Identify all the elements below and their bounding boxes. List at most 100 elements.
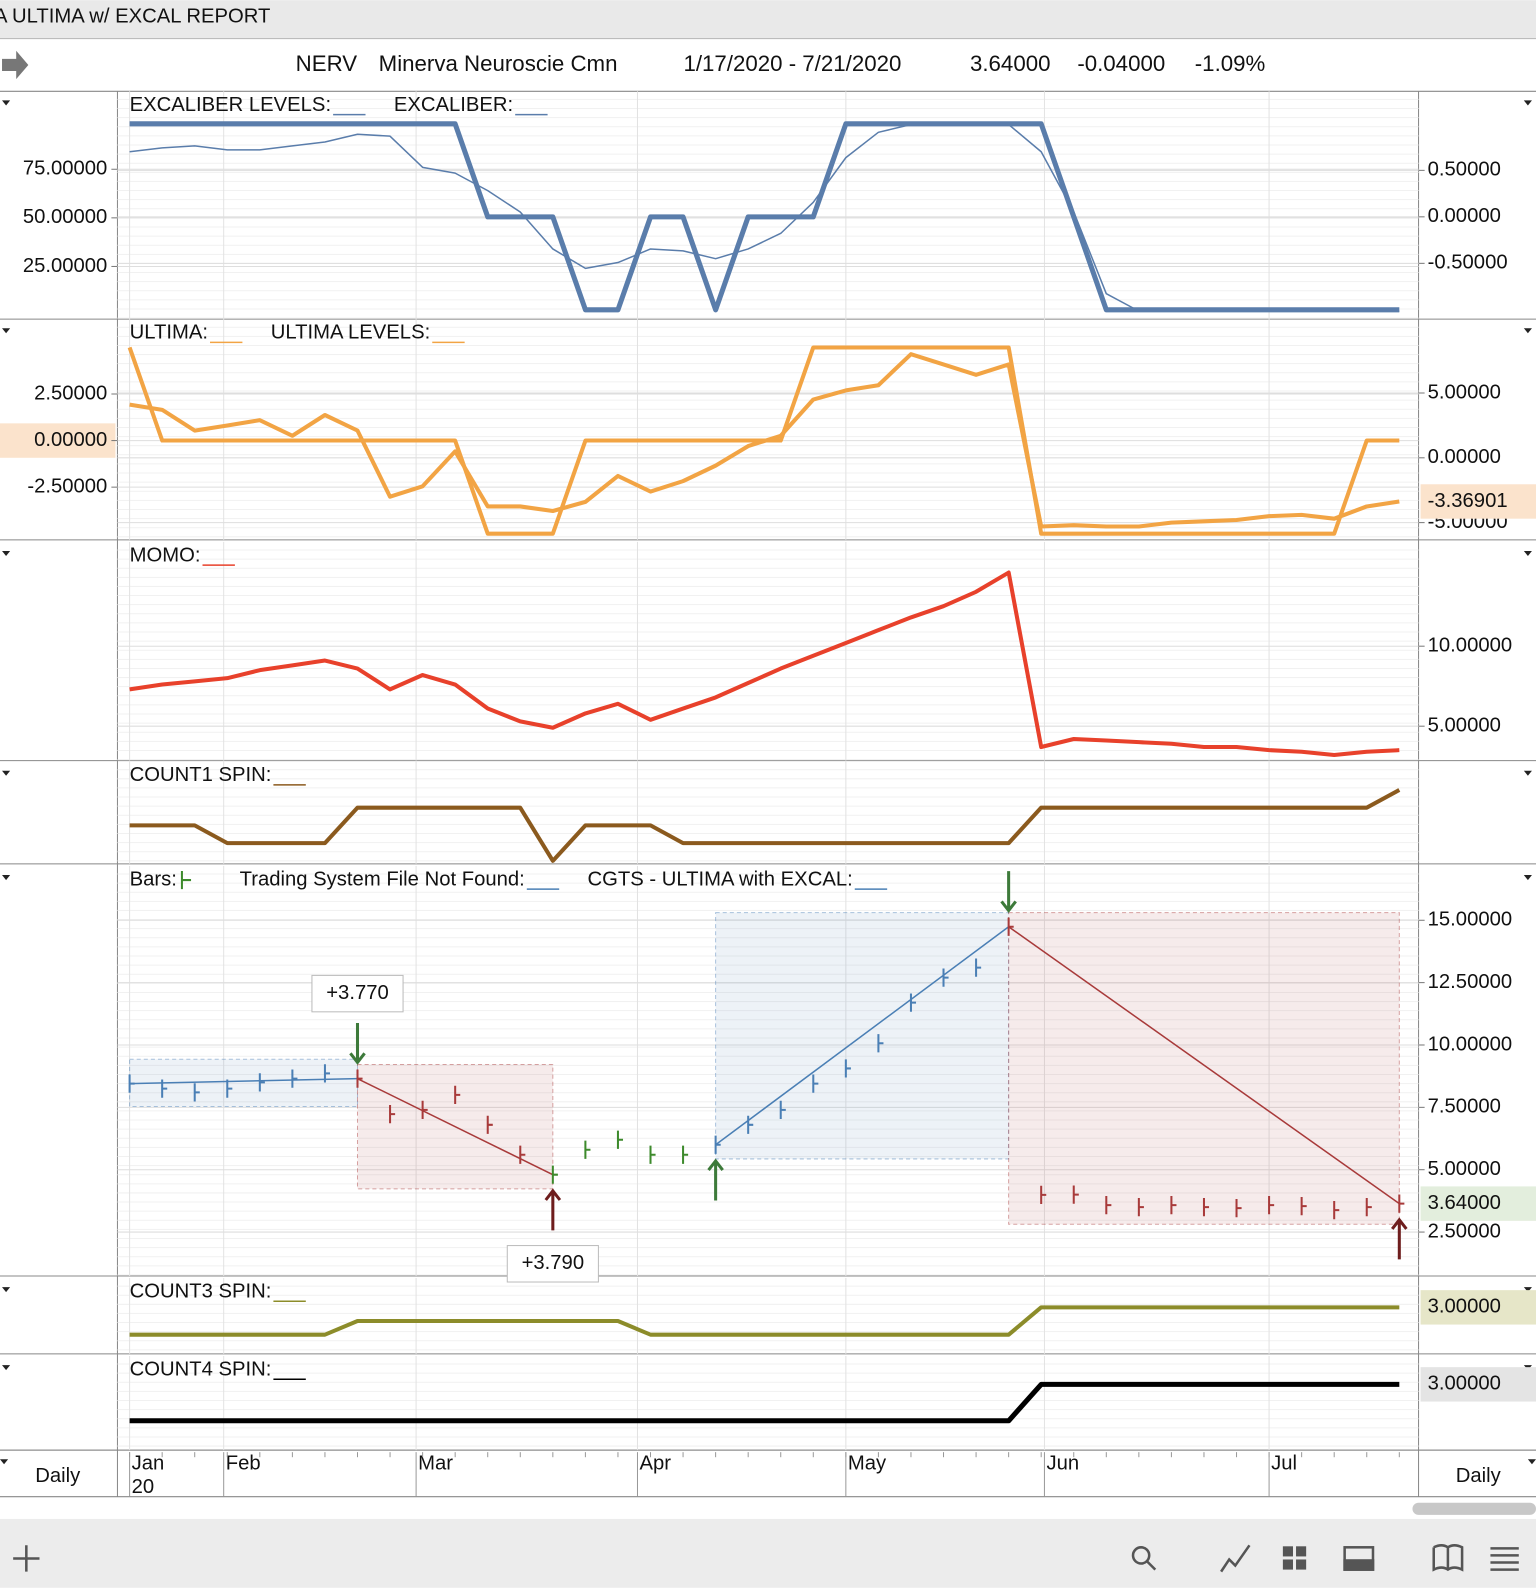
x-tick-label: Jun bbox=[1046, 1453, 1079, 1475]
x-tick-label: Feb bbox=[226, 1453, 261, 1475]
legend-label: COUNT4 SPIN: bbox=[130, 1358, 272, 1380]
last-value-label: 3.64000 bbox=[1428, 1192, 1501, 1214]
price-bar bbox=[942, 968, 949, 987]
y-tick-label: 75.00000 bbox=[23, 158, 107, 180]
y-tick-label: 25.00000 bbox=[23, 255, 107, 277]
signal-arrow bbox=[1000, 871, 1017, 914]
price-bar bbox=[779, 1100, 786, 1119]
profit-label-box bbox=[506, 1245, 599, 1283]
y2-tick-label: 15.00000 bbox=[1428, 909, 1512, 931]
panel: COUNT1 SPIN: bbox=[0, 761, 1536, 865]
price-bar bbox=[616, 1130, 624, 1149]
legend-label: ULTIMA LEVELS: bbox=[271, 322, 430, 344]
series-line bbox=[129, 1305, 1400, 1337]
signal-arrow bbox=[707, 1158, 724, 1201]
grid-button[interactable] bbox=[1282, 1546, 1307, 1570]
chart-button[interactable] bbox=[1220, 1544, 1251, 1573]
menu-caret[interactable] bbox=[2, 875, 11, 881]
series-line bbox=[129, 1381, 1400, 1424]
menu-caret[interactable] bbox=[1523, 328, 1532, 334]
last-value-label: -3.36901 bbox=[1428, 490, 1508, 512]
menu-caret[interactable] bbox=[2, 1287, 11, 1293]
highlighted-tick-bg bbox=[0, 423, 116, 458]
price-bar bbox=[161, 1079, 168, 1098]
price-bar bbox=[551, 1165, 558, 1184]
legend-label: MOMO: bbox=[130, 544, 201, 566]
price-bar bbox=[747, 1115, 754, 1134]
price-bar bbox=[323, 1064, 331, 1083]
price-bar bbox=[486, 1115, 493, 1134]
pct-change: -1.09% bbox=[1195, 51, 1266, 76]
scrollbar[interactable] bbox=[1412, 1502, 1536, 1515]
symbol: NERV bbox=[296, 51, 358, 76]
y2-tick-label: 5.00000 bbox=[1428, 1158, 1501, 1180]
menu-button[interactable] bbox=[1490, 1547, 1519, 1571]
last-value-label: 3.00000 bbox=[1428, 1373, 1501, 1395]
period-left[interactable]: Daily bbox=[35, 1465, 81, 1487]
security-name: Minerva Neuroscie Cmn bbox=[379, 51, 618, 76]
menu-caret[interactable] bbox=[1523, 550, 1532, 557]
x-tick-label: Jan bbox=[132, 1453, 165, 1475]
price-bar bbox=[128, 1074, 135, 1093]
series-line bbox=[129, 121, 1400, 313]
y2-tick-label: 0.50000 bbox=[1428, 159, 1501, 181]
y2-tick-label: 10.00000 bbox=[1428, 635, 1512, 657]
last-value-badge bbox=[1420, 484, 1536, 519]
y-tick-label: 2.50000 bbox=[34, 382, 107, 404]
trade-trend-line bbox=[129, 1077, 358, 1085]
price-bar bbox=[1365, 1198, 1372, 1217]
last-value-badge bbox=[1420, 1367, 1536, 1402]
legend-label: Bars: bbox=[130, 868, 177, 890]
panel: 10.00000 5.00000 MOMO: bbox=[0, 541, 1536, 762]
price-bar bbox=[1007, 917, 1014, 936]
legend-label: ULTIMA: bbox=[130, 322, 208, 344]
price-bar bbox=[909, 993, 917, 1012]
price-bar bbox=[1170, 1196, 1177, 1215]
search-button[interactable] bbox=[1131, 1546, 1157, 1571]
price-bar bbox=[421, 1100, 428, 1119]
menu-caret[interactable] bbox=[1523, 1287, 1532, 1293]
signal-arrow bbox=[544, 1188, 562, 1231]
price-bar bbox=[714, 1135, 721, 1154]
menu-caret[interactable] bbox=[1523, 875, 1532, 881]
price-bar bbox=[877, 1034, 884, 1053]
price-bar bbox=[1105, 1196, 1112, 1215]
menu-caret[interactable] bbox=[0, 1459, 9, 1465]
price-bar bbox=[389, 1104, 396, 1124]
panel: COUNT3 SPIN: 3.00000 bbox=[0, 1277, 1536, 1355]
toolbar-icons bbox=[13, 1544, 1519, 1573]
menu-caret[interactable] bbox=[2, 770, 11, 776]
price-bar bbox=[975, 958, 982, 977]
book-button[interactable] bbox=[1432, 1544, 1464, 1572]
y-tick-label: -2.50000 bbox=[27, 475, 107, 497]
panel: 75.00000 50.00000 25.00000 0.50000 0.00000 -0… bbox=[0, 91, 1536, 320]
menu-caret[interactable] bbox=[2, 1365, 11, 1371]
price-bar bbox=[1235, 1198, 1242, 1218]
menu-caret[interactable] bbox=[1527, 1459, 1536, 1465]
legend-label: COUNT1 SPIN: bbox=[130, 764, 272, 786]
menu-caret[interactable] bbox=[2, 550, 11, 557]
trade-box bbox=[1008, 912, 1400, 1225]
add-button[interactable] bbox=[13, 1545, 40, 1572]
series-line bbox=[129, 570, 1400, 758]
period-right[interactable]: Daily bbox=[1456, 1465, 1502, 1487]
menu-caret[interactable] bbox=[2, 328, 11, 334]
window-button[interactable] bbox=[1343, 1546, 1375, 1571]
x-tick-label: Jul bbox=[1271, 1453, 1297, 1475]
series-line bbox=[129, 788, 1401, 863]
menu-caret[interactable] bbox=[2, 100, 11, 106]
price-bar bbox=[1398, 1194, 1405, 1213]
y2-tick-label: 12.50000 bbox=[1428, 971, 1512, 993]
menu-caret[interactable] bbox=[1523, 770, 1532, 776]
price-bar bbox=[193, 1083, 200, 1102]
menu-caret[interactable] bbox=[1523, 100, 1532, 106]
price-bar bbox=[291, 1069, 298, 1088]
y2-tick-label: 0.00000 bbox=[1428, 446, 1501, 468]
last-value-badge bbox=[1420, 1290, 1536, 1325]
series-line bbox=[127, 345, 1400, 536]
price-bar bbox=[812, 1074, 819, 1093]
legend-label: COUNT3 SPIN: bbox=[130, 1281, 272, 1303]
price-bar bbox=[1137, 1198, 1144, 1217]
link-arrow[interactable] bbox=[2, 50, 29, 80]
